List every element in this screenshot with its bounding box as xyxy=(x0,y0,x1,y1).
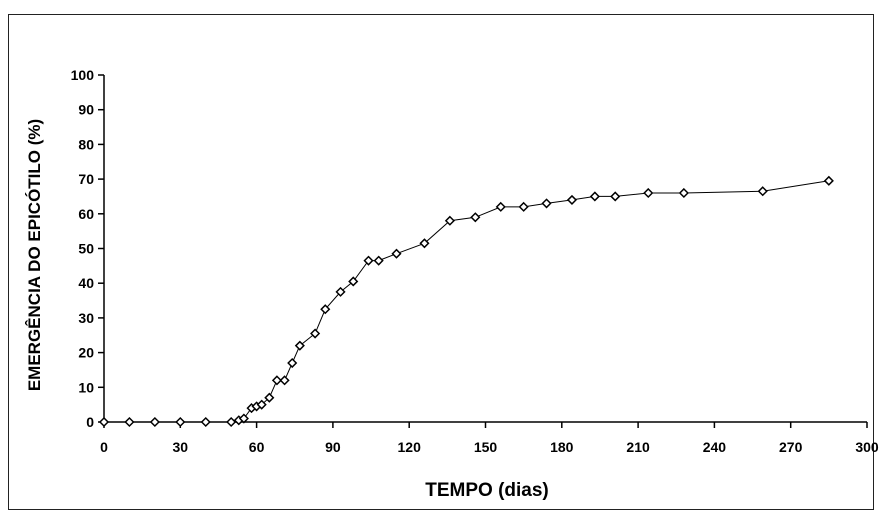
y-tick-label: 60 xyxy=(78,206,94,222)
y-tick-label: 40 xyxy=(78,275,94,291)
data-point xyxy=(566,194,578,205)
data-point xyxy=(238,413,249,424)
series-line xyxy=(104,180,829,423)
y-tick-label: 20 xyxy=(78,345,94,361)
data-point xyxy=(373,255,384,266)
data-point xyxy=(320,304,331,315)
y-tick-label: 30 xyxy=(78,310,94,326)
data-point xyxy=(541,198,552,209)
data-point xyxy=(518,201,529,212)
x-tick-label: 210 xyxy=(626,439,650,455)
y-tick-label: 100 xyxy=(71,67,95,83)
data-point xyxy=(256,399,267,410)
data-point xyxy=(98,416,110,428)
data-point xyxy=(310,328,321,339)
y-axis-title: EMERGÊNCIA DO EPICÓTILO (%) xyxy=(25,119,44,391)
data-point xyxy=(495,201,506,212)
data-point xyxy=(470,212,481,223)
x-tick-label: 300 xyxy=(855,439,879,455)
data-point xyxy=(823,175,834,186)
data-point xyxy=(226,416,237,428)
data-point xyxy=(589,191,600,202)
x-tick-label: 0 xyxy=(100,439,108,455)
y-tick-label: 10 xyxy=(78,379,94,395)
data-point xyxy=(678,187,689,199)
x-tick-label: 180 xyxy=(550,439,574,455)
y-tick-label: 90 xyxy=(78,102,94,118)
y-tick-label: 80 xyxy=(78,136,94,152)
data-point xyxy=(757,186,768,197)
data-point xyxy=(419,238,430,249)
x-tick-label: 240 xyxy=(703,439,727,455)
series-layer xyxy=(98,175,834,428)
data-point xyxy=(271,375,283,386)
data-point xyxy=(124,416,135,428)
data-point xyxy=(175,416,186,428)
data-point xyxy=(264,392,275,403)
x-axis-title: TEMPO (dias) xyxy=(425,480,549,501)
data-point xyxy=(363,255,374,266)
x-tick-label: 120 xyxy=(398,439,422,455)
x-tick-label: 270 xyxy=(779,439,803,455)
y-tick-label: 70 xyxy=(78,171,94,187)
data-point xyxy=(287,357,298,369)
data-point xyxy=(200,416,211,428)
y-tick-label: 50 xyxy=(78,241,94,257)
x-tick-label: 90 xyxy=(325,439,341,455)
data-point xyxy=(149,416,160,428)
data-point xyxy=(294,340,305,351)
x-tick-label: 60 xyxy=(249,439,265,455)
chart-frame xyxy=(8,14,874,510)
data-point xyxy=(643,187,654,199)
data-point xyxy=(335,286,346,297)
data-point xyxy=(279,375,290,386)
data-point xyxy=(444,215,455,226)
data-point xyxy=(391,248,402,259)
axes: 0 10 20 30 40 50 60 70 80 90 100 0 30 60 90 120 150 180 21… xyxy=(71,67,879,455)
data-point xyxy=(348,276,359,287)
x-tick-label: 30 xyxy=(173,439,189,455)
x-tick-label: 150 xyxy=(474,439,498,455)
data-point xyxy=(610,191,621,202)
y-tick-label: 0 xyxy=(86,414,94,430)
